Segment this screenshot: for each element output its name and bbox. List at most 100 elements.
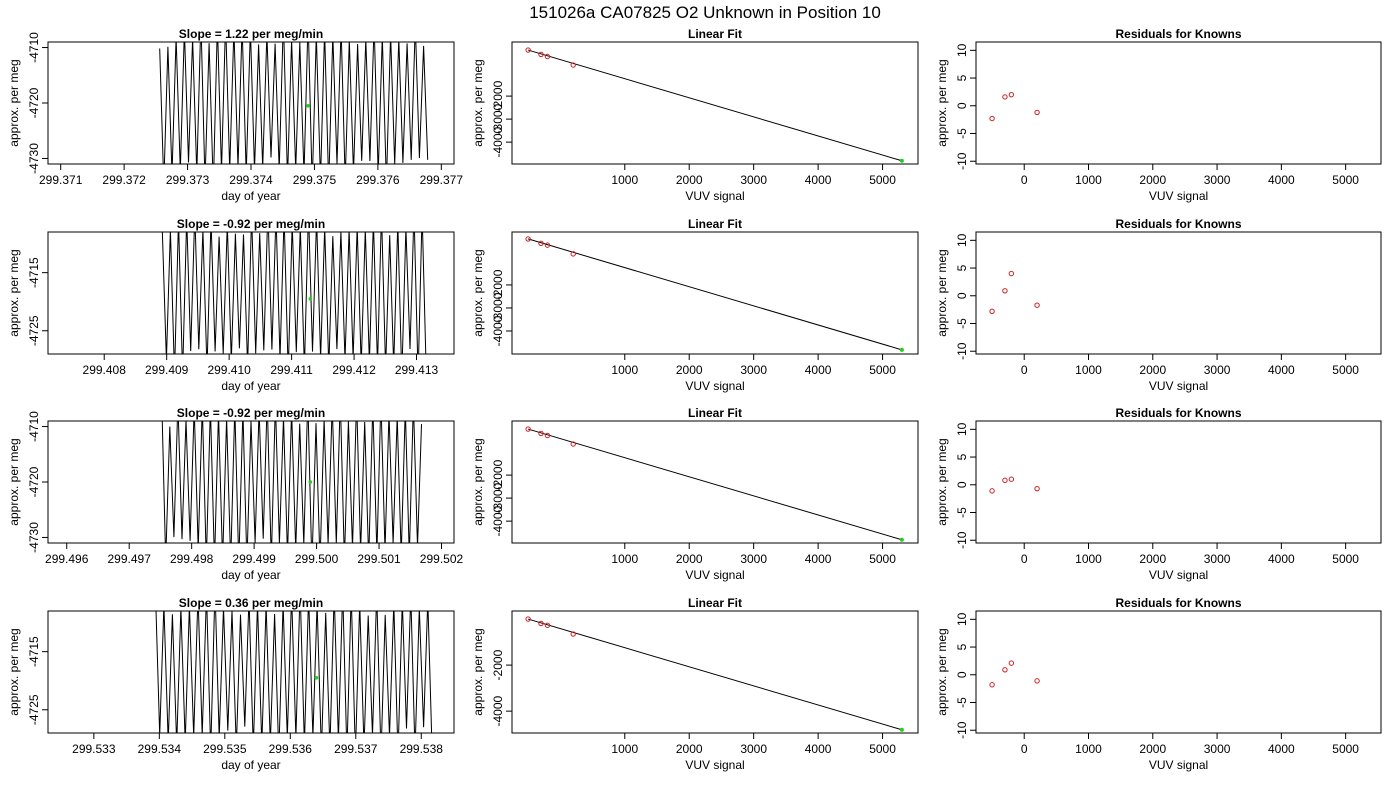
- panel-frame: [511, 610, 919, 734]
- unknown-point: [899, 158, 904, 163]
- unknown-marker: [306, 103, 310, 108]
- x-tick-label: 2000: [676, 742, 703, 756]
- panel-title: Slope = -0.92 per meg/min: [177, 217, 325, 231]
- y-tick-label: 10: [955, 233, 969, 247]
- x-tick-label: 5000: [1332, 173, 1359, 187]
- x-tick-label: 299.500: [295, 552, 339, 566]
- y-tick-label: -10: [955, 152, 969, 170]
- x-tick-label: 299.533: [72, 742, 116, 756]
- y-tick-label: -4730: [27, 522, 41, 553]
- known-point: [538, 620, 544, 627]
- y-tick-label: -5: [955, 128, 969, 139]
- fit-line: [527, 49, 903, 162]
- panel-frame: [511, 41, 919, 165]
- plot-area: [155, 611, 433, 733]
- x-tick-label: 4000: [805, 742, 832, 756]
- x-tick-label: 299.498: [170, 552, 214, 566]
- panel-title: Linear Fit: [688, 596, 742, 610]
- y-tick-label: -4720: [27, 466, 41, 497]
- x-tick-label: 0: [1021, 742, 1028, 756]
- y-tick-label: -2000: [491, 269, 505, 300]
- y-tick-label: -10: [955, 531, 969, 549]
- x-axis-label: day of year: [221, 379, 280, 393]
- chart-panel-timeseries-row3: Slope = -0.92 per meg/min 299.496 299.497 2…: [7, 406, 464, 582]
- x-tick-label: 299.410: [207, 363, 251, 377]
- x-axis-label: VUV signal: [685, 568, 744, 582]
- y-tick-label: -3000: [491, 482, 505, 513]
- panel-frame: [975, 420, 1382, 544]
- y-tick-label: 5: [955, 453, 969, 460]
- x-tick-label: 4000: [1268, 363, 1295, 377]
- x-tick-label: 4000: [805, 363, 832, 377]
- chart-panel-linear_fit-row4: Linear Fit 1000 2000 3000 4000 5000 -2000 -4000…: [471, 596, 919, 772]
- y-tick-label: -10: [955, 342, 969, 360]
- panel-title: Residuals for Knowns: [1115, 596, 1241, 610]
- panel-frame: [47, 420, 455, 544]
- panel-frame: [511, 420, 919, 544]
- panel-title: Residuals for Knowns: [1115, 217, 1241, 231]
- x-tick-label: 299.534: [138, 742, 182, 756]
- y-tick-label: 0: [955, 671, 969, 678]
- x-tick-label: 3000: [1204, 742, 1231, 756]
- x-tick-label: 5000: [869, 742, 896, 756]
- known-point: [525, 47, 531, 53]
- x-tick-label: 2000: [1139, 363, 1166, 377]
- panel-frame: [47, 610, 455, 734]
- known-point: [544, 622, 551, 628]
- x-axis-label: day of year: [221, 758, 280, 772]
- known-point: [525, 616, 531, 622]
- chart-panel-residuals-row3: Residuals for Knowns 0 1000 2000 3000 4000 500…: [935, 406, 1382, 582]
- residual-point: [1034, 678, 1040, 684]
- y-tick-label: -4715: [27, 636, 41, 667]
- x-tick-label: 2000: [676, 363, 703, 377]
- y-tick-label: -10: [955, 721, 969, 739]
- x-tick-label: 5000: [869, 363, 896, 377]
- x-tick-label: 1000: [1075, 552, 1102, 566]
- x-axis-label: VUV signal: [685, 379, 744, 393]
- panel-frame: [47, 231, 455, 355]
- x-tick-label: 299.412: [332, 363, 376, 377]
- residual-point: [1002, 477, 1008, 484]
- x-tick-label: 299.537: [334, 742, 378, 756]
- residual-point: [1034, 485, 1040, 492]
- y-axis-label: approx. per meg: [7, 249, 21, 336]
- x-tick-label: 2000: [1139, 173, 1166, 187]
- y-tick-label: 5: [955, 264, 969, 271]
- y-axis-label: approx. per meg: [7, 438, 21, 525]
- x-tick-label: 2000: [1139, 552, 1166, 566]
- y-axis-label: approx. per meg: [471, 438, 485, 525]
- panel-title: Slope = 1.22 per meg/min: [179, 27, 323, 41]
- y-tick-label: 10: [955, 612, 969, 626]
- y-tick-label: -4715: [27, 257, 41, 288]
- plot-area: [989, 476, 1040, 494]
- residual-point: [1002, 667, 1008, 673]
- x-axis-label: day of year: [221, 189, 280, 203]
- known-point: [538, 51, 544, 58]
- panel-title: Slope = 0.36 per meg/min: [179, 596, 323, 610]
- y-tick-label: -2000: [491, 459, 505, 490]
- x-tick-label: 5000: [869, 173, 896, 187]
- x-tick-label: 299.376: [356, 173, 400, 187]
- y-tick-label: -5: [955, 318, 969, 329]
- plot-area: [161, 232, 427, 354]
- x-tick-label: 299.411: [270, 363, 313, 377]
- plot-area: [989, 270, 1040, 314]
- chart-panel-timeseries-row2: Slope = -0.92 per meg/min 299.408 299.409 2…: [7, 217, 455, 393]
- y-tick-label: -4725: [27, 315, 41, 346]
- plot-area: [989, 660, 1040, 688]
- x-tick-label: 5000: [869, 552, 896, 566]
- y-tick-label: -4720: [27, 87, 41, 118]
- unknown-point: [899, 537, 904, 542]
- x-tick-label: 299.409: [145, 363, 189, 377]
- x-tick-label: 3000: [740, 173, 767, 187]
- known-point: [538, 430, 544, 437]
- x-tick-label: 299.499: [232, 552, 276, 566]
- x-axis-label: VUV signal: [1149, 189, 1208, 203]
- x-tick-label: 2000: [1139, 742, 1166, 756]
- y-tick-label: -3000: [491, 103, 505, 134]
- x-tick-label: 3000: [1204, 363, 1231, 377]
- y-tick-label: -2000: [491, 80, 505, 111]
- x-tick-label: 3000: [1204, 173, 1231, 187]
- unknown-marker: [308, 297, 313, 301]
